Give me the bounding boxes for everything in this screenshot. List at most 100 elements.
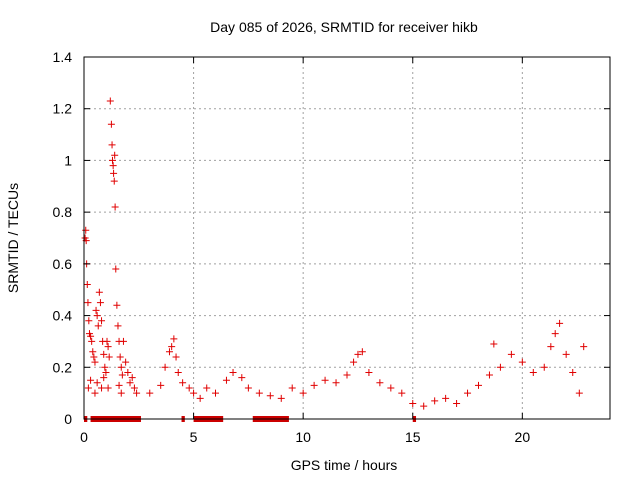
data-point xyxy=(93,312,101,320)
data-point xyxy=(431,397,439,405)
data-point xyxy=(222,376,230,384)
data-point xyxy=(117,363,125,371)
data-point xyxy=(288,384,296,392)
data-point xyxy=(376,379,384,387)
data-point xyxy=(165,348,173,356)
data-point xyxy=(244,384,252,392)
data-point xyxy=(114,322,122,330)
data-point xyxy=(82,226,90,234)
data-point xyxy=(102,368,110,376)
data-point xyxy=(442,394,450,402)
data-point xyxy=(343,371,351,379)
data-point xyxy=(85,317,93,325)
axis-ticks xyxy=(83,56,610,420)
data-point xyxy=(103,337,111,345)
data-point xyxy=(100,374,108,382)
data-point xyxy=(108,141,116,149)
y-tick-label: 1.2 xyxy=(53,101,73,117)
data-point xyxy=(190,389,198,397)
data-point xyxy=(100,350,108,358)
data-point xyxy=(464,389,472,397)
data-point xyxy=(113,301,121,309)
data-point xyxy=(277,394,285,402)
data-point xyxy=(229,368,237,376)
x-tick-label: 10 xyxy=(295,429,311,445)
data-point xyxy=(104,384,112,392)
data-point xyxy=(350,358,358,366)
data-point xyxy=(157,381,165,389)
data-point xyxy=(87,376,95,384)
data-point xyxy=(104,343,112,351)
data-point xyxy=(115,381,123,389)
data-point xyxy=(89,348,97,356)
data-point xyxy=(92,306,100,314)
data-point xyxy=(110,169,118,177)
y-tick-label: 1 xyxy=(64,152,72,168)
data-point xyxy=(529,368,537,376)
data-point xyxy=(83,281,91,289)
data-point xyxy=(179,379,187,387)
data-point xyxy=(580,343,588,351)
data-point xyxy=(168,343,176,351)
data-point xyxy=(96,299,104,307)
data-point xyxy=(98,317,106,325)
data-point xyxy=(117,389,125,397)
data-point xyxy=(91,358,99,366)
data-point xyxy=(490,340,498,348)
data-point xyxy=(128,374,136,382)
data-point xyxy=(409,399,417,407)
y-tick-label: 0 xyxy=(64,411,72,427)
data-point xyxy=(118,371,126,379)
x-tick-label: 5 xyxy=(190,429,198,445)
data-point xyxy=(238,374,246,382)
data-point xyxy=(126,379,134,387)
data-point xyxy=(185,384,193,392)
data-point xyxy=(130,384,138,392)
data-point xyxy=(124,368,132,376)
y-tick-label: 1.4 xyxy=(53,49,73,65)
data-point xyxy=(398,389,406,397)
data-point xyxy=(547,343,555,351)
data-point xyxy=(203,384,211,392)
plot-frame xyxy=(83,56,611,420)
data-point xyxy=(196,394,204,402)
data-point xyxy=(122,358,130,366)
data-point xyxy=(299,389,307,397)
data-point xyxy=(110,177,118,185)
y-tick-label: 0.6 xyxy=(53,256,73,272)
data-point xyxy=(111,151,119,159)
data-points xyxy=(81,97,588,410)
data-point xyxy=(119,337,127,345)
data-point xyxy=(556,319,564,327)
data-point xyxy=(84,299,92,307)
y-tick-labels: 0 0.2 0.4 0.6 0.8 1 1.2 1.4 xyxy=(53,49,73,427)
data-point xyxy=(575,389,583,397)
x-axis-title: GPS time / hours xyxy=(291,457,398,473)
data-point xyxy=(84,384,92,392)
data-point xyxy=(332,379,340,387)
x-tick-label: 20 xyxy=(515,429,531,445)
data-point xyxy=(540,363,548,371)
data-point xyxy=(106,97,114,105)
data-point xyxy=(146,389,154,397)
data-point xyxy=(161,363,169,371)
data-point xyxy=(105,353,113,361)
x-tick-label: 0 xyxy=(80,429,88,445)
x-tick-label: 15 xyxy=(405,429,421,445)
data-point xyxy=(95,288,103,296)
y-tick-label: 0.2 xyxy=(53,359,73,375)
data-point xyxy=(87,332,95,340)
data-point xyxy=(562,350,570,358)
data-point xyxy=(255,389,263,397)
data-point xyxy=(93,379,101,387)
data-point xyxy=(172,353,180,361)
data-point xyxy=(496,363,504,371)
y-tick-label: 0.4 xyxy=(53,308,73,324)
chart-title: Day 085 of 2026, SRMTID for receiver hik… xyxy=(210,19,478,35)
data-point xyxy=(116,353,124,361)
data-point xyxy=(569,368,577,376)
data-point xyxy=(112,265,120,273)
data-point xyxy=(111,203,119,211)
data-point xyxy=(174,368,182,376)
